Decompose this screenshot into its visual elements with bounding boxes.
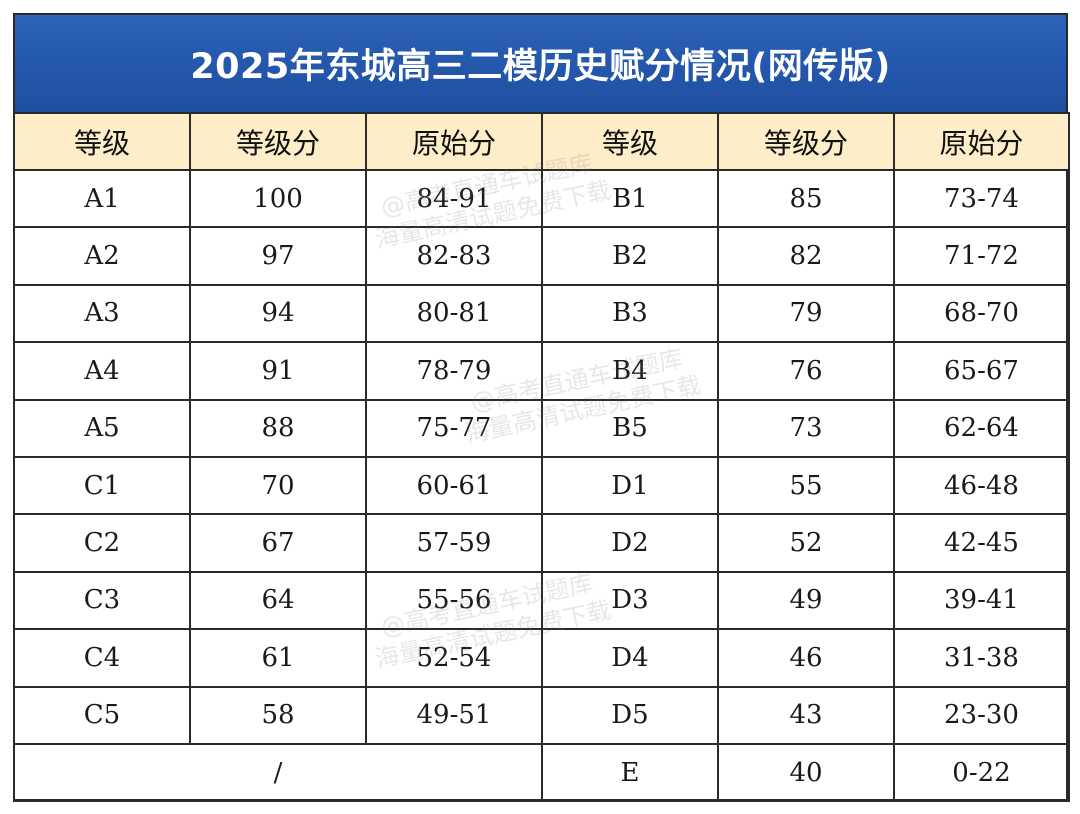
header-raw-score: 原始分 — [365, 112, 543, 171]
table-cell-grade: C1 — [13, 455, 191, 516]
table-cell-score: 43 — [717, 685, 895, 745]
table-cell-raw: 62-64 — [893, 398, 1070, 458]
table-row: A4 91 78-79 B4 76 65-67 — [13, 341, 1070, 401]
table-cell-score: 100 — [189, 168, 367, 229]
table-cell-grade: E — [541, 742, 719, 803]
table-cell-grade: B2 — [541, 226, 719, 286]
grade-score-table: 等级 等级分 原始分 等级 等级分 原始分 A1 100 84-91 B1 85 73-7… — [13, 112, 1070, 803]
table-row: A2 97 82-83 B2 82 71-72 — [13, 226, 1070, 286]
title-banner: 2025年东城高三二模历史赋分情况(网传版) — [13, 13, 1068, 112]
table-cell-grade: B4 — [541, 341, 719, 401]
table-cell-score: 40 — [717, 742, 895, 803]
table-cell-raw: 46-48 — [893, 455, 1070, 516]
table-cell-raw: 23-30 — [893, 685, 1070, 745]
table-cell-raw: 73-74 — [893, 168, 1070, 229]
table-cell-grade: C2 — [13, 513, 191, 573]
table-body: A1 100 84-91 B1 85 73-74 A2 97 82-83 B2 82 71-72 A3 9… — [13, 168, 1070, 745]
table-cell-score: 76 — [717, 341, 895, 401]
header-grade-score: 等级分 — [189, 112, 367, 171]
table-cell-raw: 68-70 — [893, 283, 1070, 344]
table-row: A5 88 75-77 B5 73 62-64 — [13, 398, 1070, 458]
table-cell-score: 46 — [717, 628, 895, 688]
table-cell-grade: A5 — [13, 398, 191, 458]
table-cell-score: 55 — [717, 455, 895, 516]
header-grade: 等级 — [541, 112, 719, 171]
table-cell-score: 94 — [189, 283, 367, 344]
table-cell-score: 82 — [717, 226, 895, 286]
header-grade: 等级 — [13, 112, 191, 171]
header-raw-score: 原始分 — [893, 112, 1070, 171]
table-cell-raw: 80-81 — [365, 283, 543, 344]
table-cell-raw: 65-67 — [893, 341, 1070, 401]
table-cell-raw: 0-22 — [893, 742, 1070, 803]
table-cell-raw: 57-59 — [365, 513, 543, 573]
table-cell-score: 49 — [717, 570, 895, 631]
table-cell-score: 52 — [717, 513, 895, 573]
table-cell-grade: A4 — [13, 341, 191, 401]
table-cell-raw: 84-91 — [365, 168, 543, 229]
table-row: A3 94 80-81 B3 79 68-70 — [13, 283, 1070, 344]
table-cell-score: 91 — [189, 341, 367, 401]
table-cell-grade: D5 — [541, 685, 719, 745]
table-cell-raw: 75-77 — [365, 398, 543, 458]
table-cell-raw: 55-56 — [365, 570, 543, 631]
table-cell-grade: A2 — [13, 226, 191, 286]
table-cell-score: 85 — [717, 168, 895, 229]
table-row: C1 70 60-61 D1 55 46-48 — [13, 455, 1070, 516]
table-cell-grade: B5 — [541, 398, 719, 458]
table-cell-raw: 31-38 — [893, 628, 1070, 688]
table-cell-empty: / — [13, 742, 543, 803]
table-cell-raw: 78-79 — [365, 341, 543, 401]
table-row: C3 64 55-56 D3 49 39-41 — [13, 570, 1070, 631]
table-cell-score: 73 — [717, 398, 895, 458]
table-header-row: 等级 等级分 原始分 等级 等级分 原始分 — [13, 112, 1070, 171]
table-cell-raw: 42-45 — [893, 513, 1070, 573]
table-cell-score: 58 — [189, 685, 367, 745]
table-cell-score: 88 — [189, 398, 367, 458]
table-cell-raw: 39-41 — [893, 570, 1070, 631]
header-grade-score: 等级分 — [717, 112, 895, 171]
table-cell-raw: 52-54 — [365, 628, 543, 688]
table-cell-score: 79 — [717, 283, 895, 344]
table-cell-raw: 60-61 — [365, 455, 543, 516]
table-row: A1 100 84-91 B1 85 73-74 — [13, 168, 1070, 229]
table-row: C5 58 49-51 D5 43 23-30 — [13, 685, 1070, 745]
table-cell-score: 97 — [189, 226, 367, 286]
table-row-e: / E 40 0-22 — [13, 742, 1070, 803]
table-cell-score: 64 — [189, 570, 367, 631]
table-cell-raw: 49-51 — [365, 685, 543, 745]
table-cell-score: 61 — [189, 628, 367, 688]
table-title: 2025年东城高三二模历史赋分情况(网传版) — [190, 47, 891, 87]
table-cell-grade: D1 — [541, 455, 719, 516]
table-row: C2 67 57-59 D2 52 42-45 — [13, 513, 1070, 573]
table-cell-grade: B3 — [541, 283, 719, 344]
table-cell-grade: D4 — [541, 628, 719, 688]
table-cell-grade: D3 — [541, 570, 719, 631]
table-cell-score: 67 — [189, 513, 367, 573]
table-row: C4 61 52-54 D4 46 31-38 — [13, 628, 1070, 688]
table-cell-grade: D2 — [541, 513, 719, 573]
table-cell-grade: C5 — [13, 685, 191, 745]
table-cell-raw: 82-83 — [365, 226, 543, 286]
table-cell-grade: B1 — [541, 168, 719, 229]
table-cell-grade: A1 — [13, 168, 191, 229]
table-cell-grade: C4 — [13, 628, 191, 688]
table-cell-raw: 71-72 — [893, 226, 1070, 286]
table-cell-grade: A3 — [13, 283, 191, 344]
table-cell-grade: C3 — [13, 570, 191, 631]
table-cell-score: 70 — [189, 455, 367, 516]
